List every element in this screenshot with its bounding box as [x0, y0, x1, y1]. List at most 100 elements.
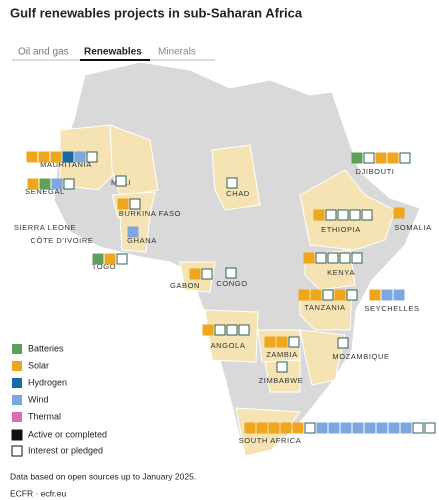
project-square	[189, 268, 201, 280]
project-square	[276, 336, 288, 348]
source-note: Data based on open sources up to January…	[10, 471, 196, 481]
project-square	[39, 178, 51, 190]
project-square	[328, 422, 340, 434]
legend-label: Thermal	[28, 411, 61, 421]
country-label: ZAMBIA	[266, 350, 298, 359]
tab[interactable]: Minerals	[158, 47, 196, 58]
project-square	[381, 289, 393, 301]
project-square	[316, 422, 328, 434]
project-square	[50, 151, 62, 163]
country-label: TOGO	[92, 262, 116, 271]
project-square	[86, 151, 98, 163]
project-square	[351, 152, 363, 164]
country-label: ETHIOPIA	[321, 225, 361, 234]
project-square	[387, 152, 399, 164]
project-square	[361, 209, 373, 221]
country-label: MOZAMBIQUE	[332, 352, 389, 361]
project-square	[424, 422, 436, 434]
legend-label: Solar	[28, 360, 49, 370]
legend-swatch	[12, 395, 22, 405]
legend-label: Wind	[28, 394, 49, 404]
project-square	[339, 252, 351, 264]
project-square	[276, 361, 288, 373]
legend-label: Batteries	[28, 343, 64, 353]
project-square	[27, 178, 39, 190]
project-square	[327, 252, 339, 264]
project-square	[325, 209, 337, 221]
project-square	[298, 289, 310, 301]
country-label: CÔTE D'IVOIRE	[31, 236, 94, 245]
status-label: Interest or pledged	[28, 445, 103, 455]
legend-swatch	[12, 344, 22, 354]
project-square	[337, 209, 349, 221]
project-square	[292, 422, 304, 434]
country-label: ANGOLA	[211, 341, 246, 350]
country-label: BURKINA FASO	[119, 209, 181, 218]
country-label: DJIBOUTI	[356, 167, 395, 176]
country-label: SIERRA LEONE	[14, 223, 76, 232]
project-square	[129, 198, 141, 210]
project-square	[313, 209, 325, 221]
project-square	[364, 422, 376, 434]
project-square	[280, 422, 292, 434]
project-square	[346, 289, 358, 301]
project-square	[334, 289, 346, 301]
country-label: SENEGAL	[25, 187, 65, 196]
project-square	[393, 289, 405, 301]
legend: Batteries Solar Hydrogen Wind Thermal Active …	[11, 343, 107, 457]
legend-label: Hydrogen	[28, 377, 67, 387]
legend-swatch	[12, 378, 22, 388]
project-square	[268, 422, 280, 434]
country-label: KENYA	[327, 268, 355, 277]
project-square	[116, 253, 128, 265]
project-square	[303, 252, 315, 264]
status-swatch	[11, 429, 23, 441]
project-square	[310, 289, 322, 301]
project-square	[376, 422, 388, 434]
project-square	[51, 178, 63, 190]
legend-swatch	[12, 412, 22, 422]
project-square	[352, 422, 364, 434]
project-square	[288, 336, 300, 348]
project-square	[26, 151, 38, 163]
project-square	[226, 324, 238, 336]
project-square	[393, 207, 405, 219]
title: Gulf renewables projects in sub-Saharan …	[10, 5, 303, 20]
project-square	[127, 226, 139, 238]
country-label: SEYCHELLES	[364, 304, 419, 313]
project-square	[264, 336, 276, 348]
project-square	[92, 253, 104, 265]
status-swatch	[11, 445, 23, 457]
project-square	[63, 178, 75, 190]
project-square	[201, 268, 213, 280]
project-square	[340, 422, 352, 434]
credit: ECFR · ecfr.eu	[10, 488, 66, 498]
project-square	[117, 198, 129, 210]
country-label: GHANA	[127, 236, 157, 245]
country-label: GABON	[170, 281, 200, 290]
tab[interactable]: Oil and gas	[18, 47, 69, 58]
project-square	[225, 267, 237, 279]
project-square	[38, 151, 50, 163]
project-square	[351, 252, 363, 264]
project-square	[363, 152, 375, 164]
country-label: SOUTH AFRICA	[239, 436, 302, 445]
project-square	[104, 253, 116, 265]
project-square	[115, 175, 127, 187]
project-square	[256, 422, 268, 434]
country-markers: MAURITANIASENEGALMALICHADBURKINA FASOSIE…	[14, 151, 436, 445]
project-square	[226, 177, 238, 189]
project-square	[369, 289, 381, 301]
tab-active[interactable]: Renewables	[84, 47, 142, 58]
project-square	[388, 422, 400, 434]
status-label: Active or completed	[28, 429, 107, 439]
country-label: CONGO	[216, 279, 247, 288]
project-square	[202, 324, 214, 336]
project-square	[74, 151, 86, 163]
country-label: CHAD	[226, 189, 250, 198]
project-square	[244, 422, 256, 434]
country-label: MAURITANIA	[40, 160, 92, 169]
project-square	[337, 337, 349, 349]
country-label: TANZANIA	[304, 303, 345, 312]
